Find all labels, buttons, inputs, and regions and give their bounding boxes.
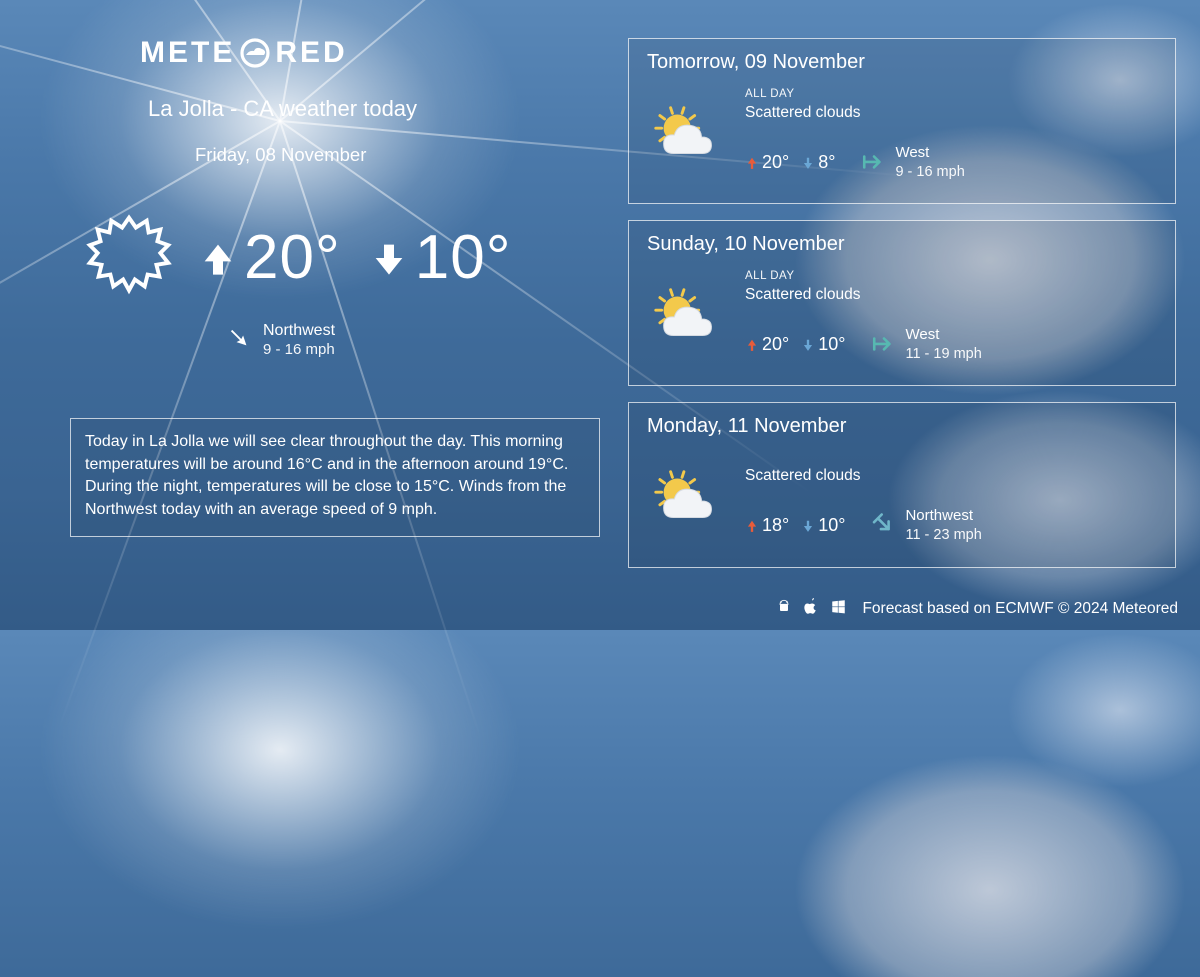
partly-cloudy-icon xyxy=(647,466,727,532)
footer-text: Forecast based on ECMWF © 2024 Meteored xyxy=(862,600,1178,618)
forecast-high: 20° xyxy=(745,152,789,173)
today-summary-text: Today in La Jolla we will see clear thro… xyxy=(85,433,568,518)
forecast-wind: West 9 - 16 mph xyxy=(861,144,964,181)
brand-logo: METE RED xyxy=(140,36,580,70)
clear-sky-icon xyxy=(80,206,178,309)
today-low: 10° xyxy=(369,222,512,293)
brand-text-left: METE xyxy=(140,36,235,70)
forecast-condition: Scattered clouds xyxy=(745,104,1159,122)
footer: Forecast based on ECMWF © 2024 Meteored xyxy=(776,598,1178,620)
wind-direction-icon xyxy=(225,324,253,357)
brand-cloud-icon xyxy=(238,38,272,68)
forecast-card[interactable]: Tomorrow, 09 November ALL DAY Scattered … xyxy=(628,38,1176,204)
today-high: 20° xyxy=(198,222,341,293)
today-wind-speed: 9 - 16 mph xyxy=(263,341,335,360)
forecast-low: 8° xyxy=(801,152,835,173)
forecast-wind: West 11 - 19 mph xyxy=(871,326,981,363)
forecast-high: 20° xyxy=(745,334,789,355)
forecast-wind-direction: West xyxy=(905,326,981,345)
partly-cloudy-icon xyxy=(647,284,727,350)
today-date: Friday, 08 November xyxy=(195,144,580,166)
partly-cloudy-icon xyxy=(647,102,727,168)
android-icon xyxy=(776,599,792,620)
forecast-condition: Scattered clouds xyxy=(745,467,1159,485)
forecast-date: Tomorrow, 09 November xyxy=(647,51,1159,74)
forecast-column: Tomorrow, 09 November ALL DAY Scattered … xyxy=(628,38,1176,568)
all-day-label: ALL DAY xyxy=(745,270,1159,282)
forecast-high: 18° xyxy=(745,515,789,536)
forecast-wind-speed: 11 - 23 mph xyxy=(905,526,981,544)
forecast-condition: Scattered clouds xyxy=(745,286,1159,304)
forecast-wind: Northwest 11 - 23 mph xyxy=(871,507,981,544)
location-title: La Jolla - CA weather today xyxy=(148,96,580,122)
forecast-card[interactable]: Sunday, 10 November ALL DAY Scattered cl… xyxy=(628,220,1176,386)
forecast-card[interactable]: Monday, 11 November Scattered clouds 18°… xyxy=(628,402,1176,568)
today-wind: Northwest 9 - 16 mph xyxy=(225,321,580,360)
forecast-date: Sunday, 10 November xyxy=(647,233,1159,256)
windows-icon xyxy=(831,599,846,619)
today-wind-direction: Northwest xyxy=(263,321,335,341)
forecast-low: 10° xyxy=(801,334,845,355)
forecast-wind-speed: 11 - 19 mph xyxy=(905,345,981,363)
forecast-wind-direction: West xyxy=(895,144,964,163)
forecast-date: Monday, 11 November xyxy=(647,415,1159,438)
platform-icons xyxy=(776,598,846,620)
all-day-label: ALL DAY xyxy=(745,88,1159,100)
today-summary-box: Today in La Jolla we will see clear thro… xyxy=(70,418,600,537)
brand-text-right: RED xyxy=(275,36,347,70)
apple-icon xyxy=(804,598,819,620)
forecast-wind-speed: 9 - 16 mph xyxy=(895,163,964,181)
current-conditions-row: 20° 10° xyxy=(80,206,580,309)
forecast-wind-direction: Northwest xyxy=(905,507,981,526)
forecast-low: 10° xyxy=(801,515,845,536)
